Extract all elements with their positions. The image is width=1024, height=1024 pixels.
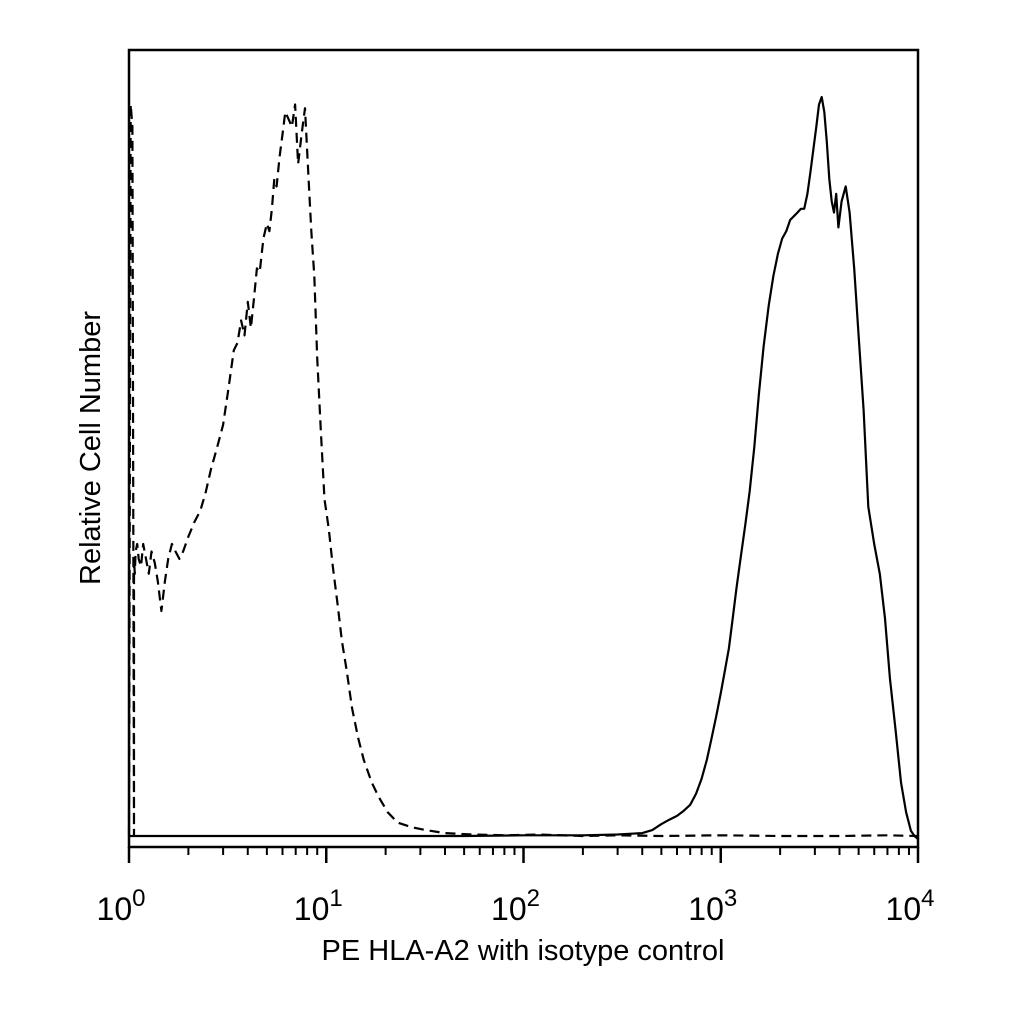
- x-major-ticks: [127, 847, 920, 863]
- plot-frame: [127, 48, 920, 849]
- x-tick-label: 100: [97, 885, 146, 927]
- isotype-control-histogram-line: [127, 103, 919, 838]
- x-tick-label-base: 10: [97, 891, 133, 927]
- series-layer: [127, 95, 919, 840]
- x-tick-label-exponent: 3: [724, 885, 737, 912]
- x-tick-label-exponent: 2: [527, 885, 540, 912]
- x-tick-label: 104: [886, 885, 935, 927]
- x-tick-label-base: 10: [688, 891, 724, 927]
- x-minor-ticks: [187, 847, 910, 855]
- x-tick-labels: 100 101 102 103 104: [97, 885, 935, 927]
- x-tick-label-exponent: 0: [132, 885, 145, 912]
- x-tick-label-exponent: 4: [921, 885, 934, 912]
- hla-a2-histogram-line: [129, 95, 919, 840]
- x-tick-label: 103: [688, 885, 737, 927]
- x-tick-label-exponent: 1: [329, 885, 342, 912]
- x-tick-label: 102: [491, 885, 540, 927]
- x-tick-label-base: 10: [491, 891, 527, 927]
- x-axis-label: PE HLA-A2 with isotype control: [322, 935, 725, 967]
- x-tick-label-base: 10: [886, 891, 922, 927]
- x-tick-label: 101: [294, 885, 343, 927]
- y-axis-label: Relative Cell Number: [75, 311, 107, 585]
- x-tick-label-base: 10: [294, 891, 330, 927]
